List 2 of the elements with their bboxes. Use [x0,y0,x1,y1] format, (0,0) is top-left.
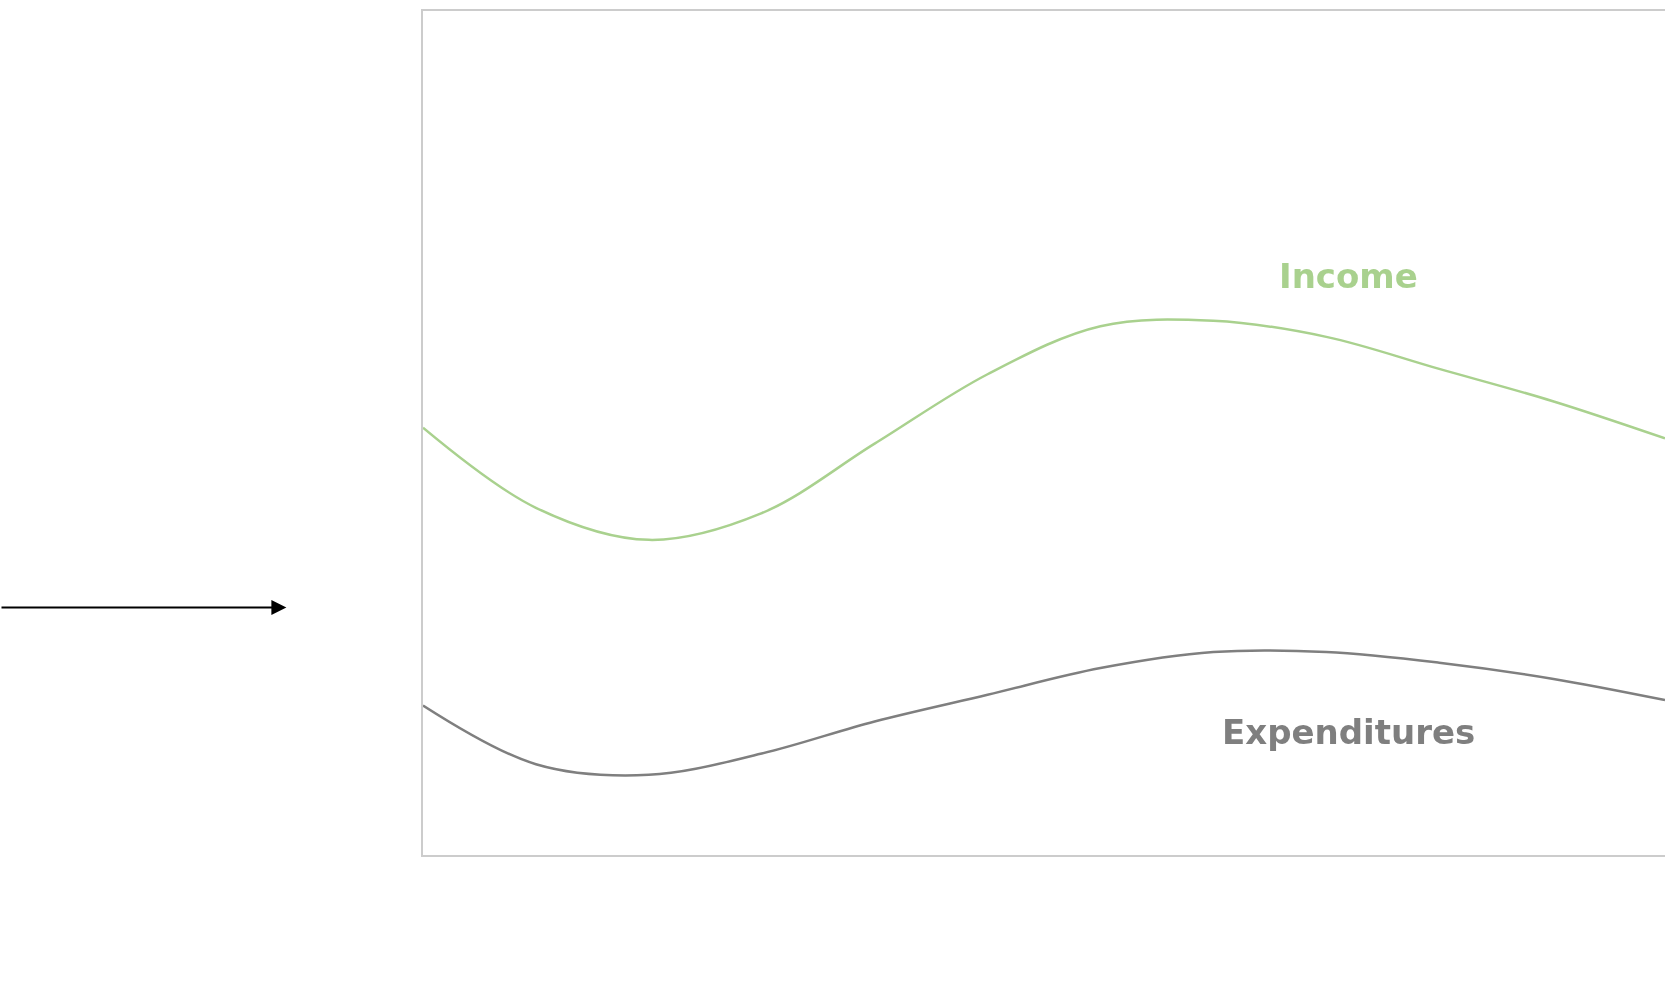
series-label: Expenditures [1222,712,1476,752]
series-label: Income [1279,256,1418,296]
